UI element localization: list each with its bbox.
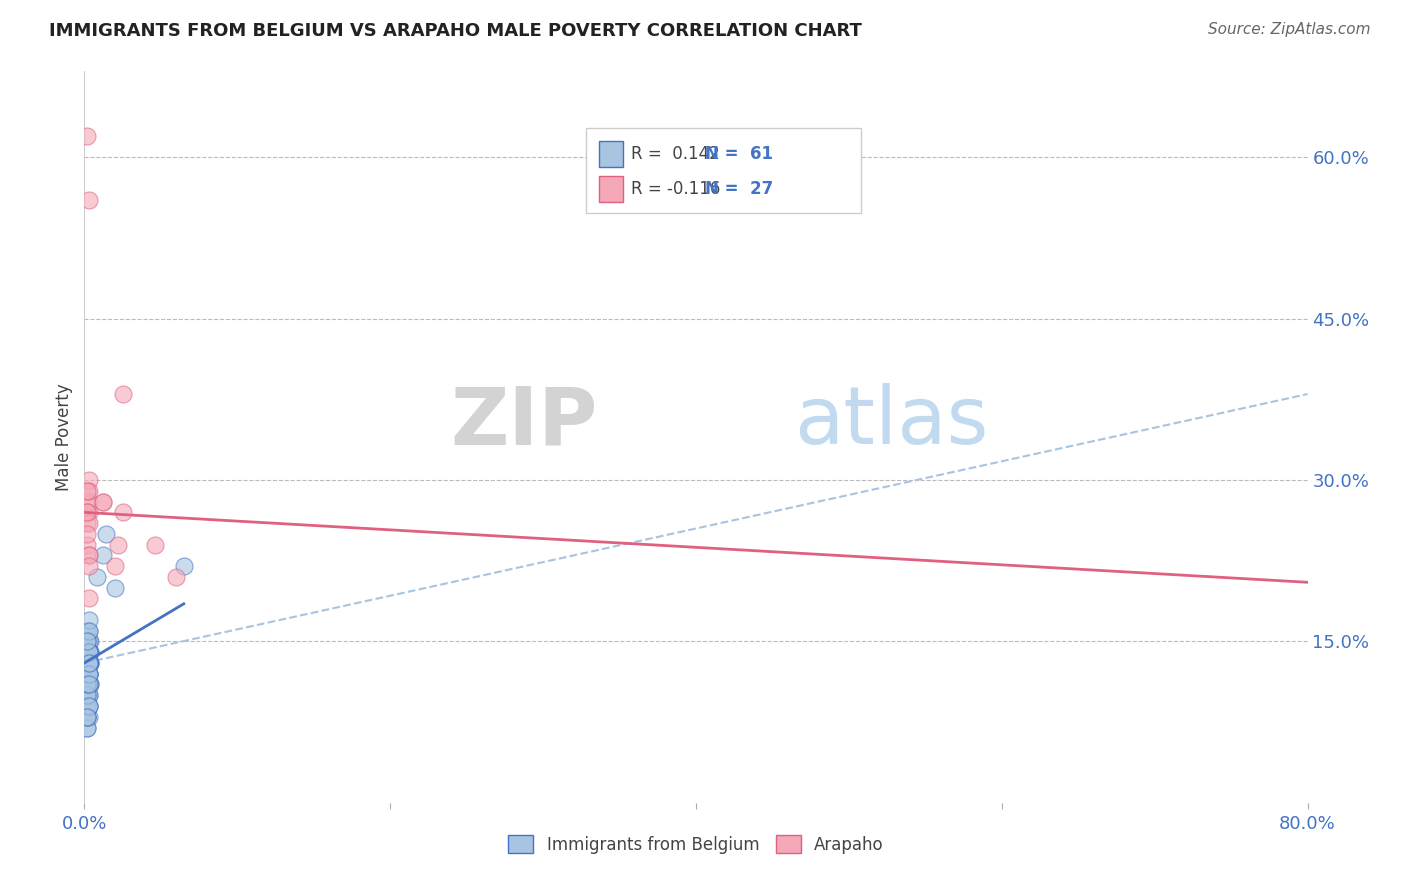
- Point: [77, 656, 100, 670]
- Point: [77, 194, 100, 208]
- Point: [91, 494, 114, 508]
- Point: [76, 634, 98, 648]
- Point: [77, 634, 100, 648]
- Point: [79, 677, 101, 691]
- Point: [76, 666, 98, 681]
- Text: R =  0.142: R = 0.142: [631, 145, 720, 162]
- Point: [77, 645, 100, 659]
- Point: [77, 505, 100, 519]
- Point: [77, 656, 100, 670]
- Point: [77, 710, 100, 724]
- Point: [104, 559, 127, 574]
- Point: [77, 666, 100, 681]
- Text: R = -0.116: R = -0.116: [631, 180, 721, 198]
- Text: N =  61: N = 61: [706, 145, 773, 162]
- Point: [75, 645, 97, 659]
- Point: [76, 688, 98, 702]
- Point: [91, 494, 114, 508]
- Point: [76, 698, 98, 713]
- Point: [76, 710, 98, 724]
- Point: [77, 666, 100, 681]
- Point: [79, 634, 101, 648]
- Point: [76, 494, 98, 508]
- Point: [77, 656, 100, 670]
- Point: [77, 645, 100, 659]
- Point: [77, 656, 100, 670]
- Point: [165, 570, 187, 584]
- Point: [77, 656, 100, 670]
- Legend: Immigrants from Belgium, Arapaho: Immigrants from Belgium, Arapaho: [502, 829, 890, 860]
- Point: [77, 688, 100, 702]
- Text: N =  27: N = 27: [706, 180, 773, 198]
- Point: [76, 677, 98, 691]
- Point: [76, 516, 98, 530]
- Point: [77, 666, 100, 681]
- Point: [76, 688, 98, 702]
- Point: [76, 688, 98, 702]
- Point: [77, 559, 100, 574]
- Point: [77, 591, 100, 606]
- Point: [77, 645, 100, 659]
- Point: [143, 538, 166, 552]
- Point: [77, 624, 100, 638]
- Point: [77, 698, 100, 713]
- Point: [77, 624, 100, 638]
- Point: [77, 656, 100, 670]
- Point: [111, 505, 134, 519]
- Point: [77, 645, 100, 659]
- Point: [77, 698, 100, 713]
- Point: [104, 581, 127, 595]
- Point: [86, 570, 108, 584]
- Point: [77, 698, 100, 713]
- Point: [77, 688, 100, 702]
- Point: [76, 634, 98, 648]
- Text: ZIP: ZIP: [451, 384, 598, 461]
- Point: [76, 721, 98, 735]
- Point: [77, 677, 100, 691]
- Point: [76, 128, 98, 143]
- Point: [76, 677, 98, 691]
- Point: [79, 677, 101, 691]
- Point: [77, 549, 100, 563]
- Point: [79, 656, 101, 670]
- Point: [77, 473, 100, 487]
- Point: [77, 549, 100, 563]
- Point: [173, 559, 195, 574]
- Point: [76, 483, 98, 498]
- Point: [79, 645, 101, 659]
- Point: [79, 645, 101, 659]
- Text: atlas: atlas: [794, 384, 988, 461]
- Point: [77, 666, 100, 681]
- Point: [77, 483, 100, 498]
- Point: [77, 666, 100, 681]
- Point: [76, 721, 98, 735]
- Point: [76, 505, 98, 519]
- Point: [107, 538, 129, 552]
- Point: [91, 549, 114, 563]
- Point: [76, 538, 98, 552]
- Point: [76, 483, 98, 498]
- Point: [76, 645, 98, 659]
- Point: [76, 677, 98, 691]
- Point: [76, 527, 98, 541]
- Point: [76, 505, 98, 519]
- Point: [77, 656, 100, 670]
- Text: IMMIGRANTS FROM BELGIUM VS ARAPAHO MALE POVERTY CORRELATION CHART: IMMIGRANTS FROM BELGIUM VS ARAPAHO MALE …: [49, 22, 862, 40]
- Point: [111, 387, 134, 401]
- Point: [77, 516, 100, 530]
- Point: [77, 677, 100, 691]
- Y-axis label: Male Poverty: Male Poverty: [55, 384, 73, 491]
- Point: [76, 666, 98, 681]
- Point: [76, 666, 98, 681]
- Point: [76, 710, 98, 724]
- Point: [77, 494, 100, 508]
- Point: [76, 710, 98, 724]
- Point: [77, 613, 100, 627]
- Point: [76, 624, 98, 638]
- Point: [94, 527, 117, 541]
- Point: [79, 656, 101, 670]
- Point: [79, 656, 101, 670]
- Text: Source: ZipAtlas.com: Source: ZipAtlas.com: [1208, 22, 1371, 37]
